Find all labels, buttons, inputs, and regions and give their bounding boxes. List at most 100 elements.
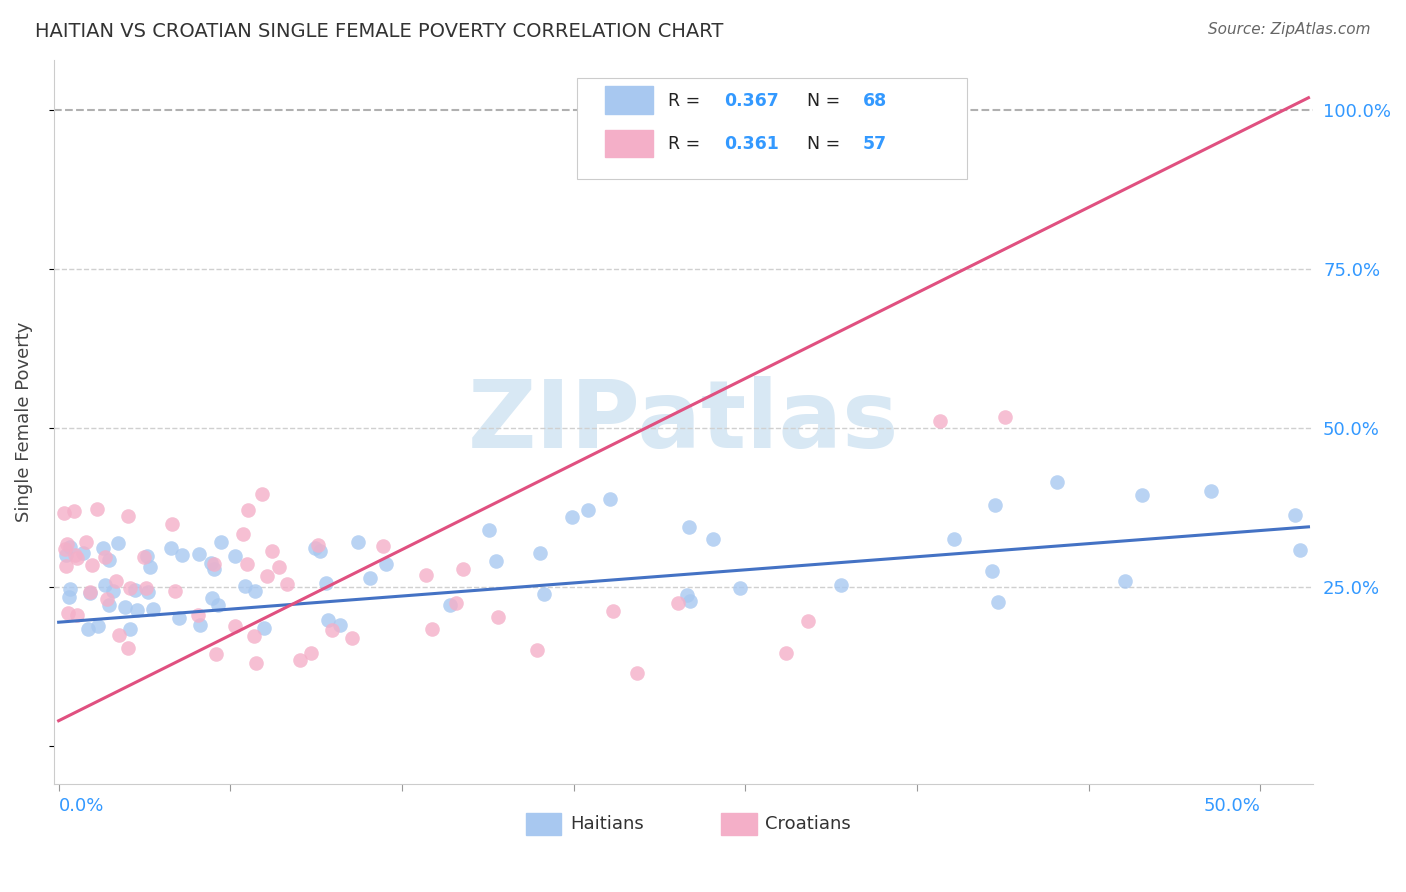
Text: Haitians: Haitians [571, 815, 644, 833]
Point [994, 409, 1017, 424]
Point [59, 541, 82, 555]
Point [205, 647, 228, 661]
Point [169, 611, 191, 625]
Point [79, 586, 101, 600]
Point [728, 581, 751, 595]
Point [984, 498, 1007, 512]
Point [66, 607, 89, 622]
Text: 68: 68 [862, 92, 887, 110]
Text: 0.361: 0.361 [724, 136, 779, 153]
Point [120, 582, 142, 596]
Point [1130, 488, 1153, 502]
Point [135, 549, 157, 563]
Point [232, 527, 254, 541]
Point [288, 652, 311, 666]
Text: ZIPatlas: ZIPatlas [468, 376, 900, 468]
Point [96, 591, 118, 606]
Point [125, 603, 148, 617]
Text: 57: 57 [862, 136, 887, 153]
Point [980, 565, 1002, 579]
Point [329, 617, 352, 632]
Text: HAITIAN VS CROATIAN SINGLE FEMALE POVERTY CORRELATION CHART: HAITIAN VS CROATIAN SINGLE FEMALE POVERT… [35, 22, 724, 41]
Point [236, 557, 259, 571]
Point [299, 646, 322, 660]
Point [346, 534, 368, 549]
Y-axis label: Single Female Poverty: Single Female Poverty [15, 322, 32, 522]
Point [86, 501, 108, 516]
Point [321, 624, 343, 638]
Point [139, 560, 162, 574]
Point [420, 622, 443, 636]
Point [678, 520, 700, 534]
Point [201, 591, 224, 605]
Point [439, 598, 461, 612]
Point [142, 602, 165, 616]
Point [626, 666, 648, 681]
Point [98, 552, 121, 566]
Point [533, 587, 555, 601]
Point [132, 549, 155, 564]
Point [250, 487, 273, 501]
Point [453, 562, 475, 576]
Point [138, 584, 160, 599]
Point [1289, 543, 1312, 558]
Point [165, 583, 187, 598]
Point [276, 577, 298, 591]
Point [187, 547, 209, 561]
Point [224, 619, 246, 633]
Point [72, 546, 94, 560]
Point [187, 608, 209, 623]
Bar [721, 814, 756, 835]
Point [202, 562, 225, 576]
Point [526, 642, 548, 657]
Point [107, 536, 129, 550]
Point [478, 523, 501, 537]
Point [59, 582, 82, 596]
Point [118, 623, 141, 637]
Point [63, 504, 86, 518]
Point [243, 629, 266, 643]
Bar [606, 130, 654, 157]
Point [245, 656, 267, 670]
Point [602, 604, 624, 618]
Point [485, 553, 508, 567]
Point [172, 549, 194, 563]
Point [679, 593, 702, 607]
Point [444, 596, 467, 610]
Point [236, 503, 259, 517]
Point [599, 492, 621, 507]
Point [928, 414, 950, 428]
Text: Croatians: Croatians [765, 815, 851, 833]
Point [114, 600, 136, 615]
Point [124, 583, 146, 598]
Point [93, 541, 115, 556]
Point [1199, 483, 1222, 498]
Point [666, 596, 689, 610]
Point [55, 549, 77, 563]
Point [135, 581, 157, 595]
Point [262, 544, 284, 558]
Text: 0.367: 0.367 [724, 92, 779, 110]
Point [315, 575, 337, 590]
Point [373, 540, 395, 554]
Point [374, 558, 396, 572]
Point [224, 549, 246, 563]
Point [267, 560, 290, 574]
Point [200, 557, 222, 571]
Point [82, 558, 104, 573]
Point [117, 509, 139, 524]
Text: 0.0%: 0.0% [59, 797, 104, 815]
Point [58, 607, 80, 621]
Point [304, 541, 326, 555]
Point [101, 584, 124, 599]
Point [77, 622, 100, 636]
Point [58, 590, 80, 604]
Point [53, 541, 76, 556]
Point [160, 517, 183, 532]
Text: N =: N = [807, 92, 846, 110]
Point [987, 595, 1010, 609]
Point [561, 510, 583, 524]
Point [209, 535, 232, 549]
Text: Source: ZipAtlas.com: Source: ZipAtlas.com [1208, 22, 1371, 37]
Point [105, 574, 128, 588]
